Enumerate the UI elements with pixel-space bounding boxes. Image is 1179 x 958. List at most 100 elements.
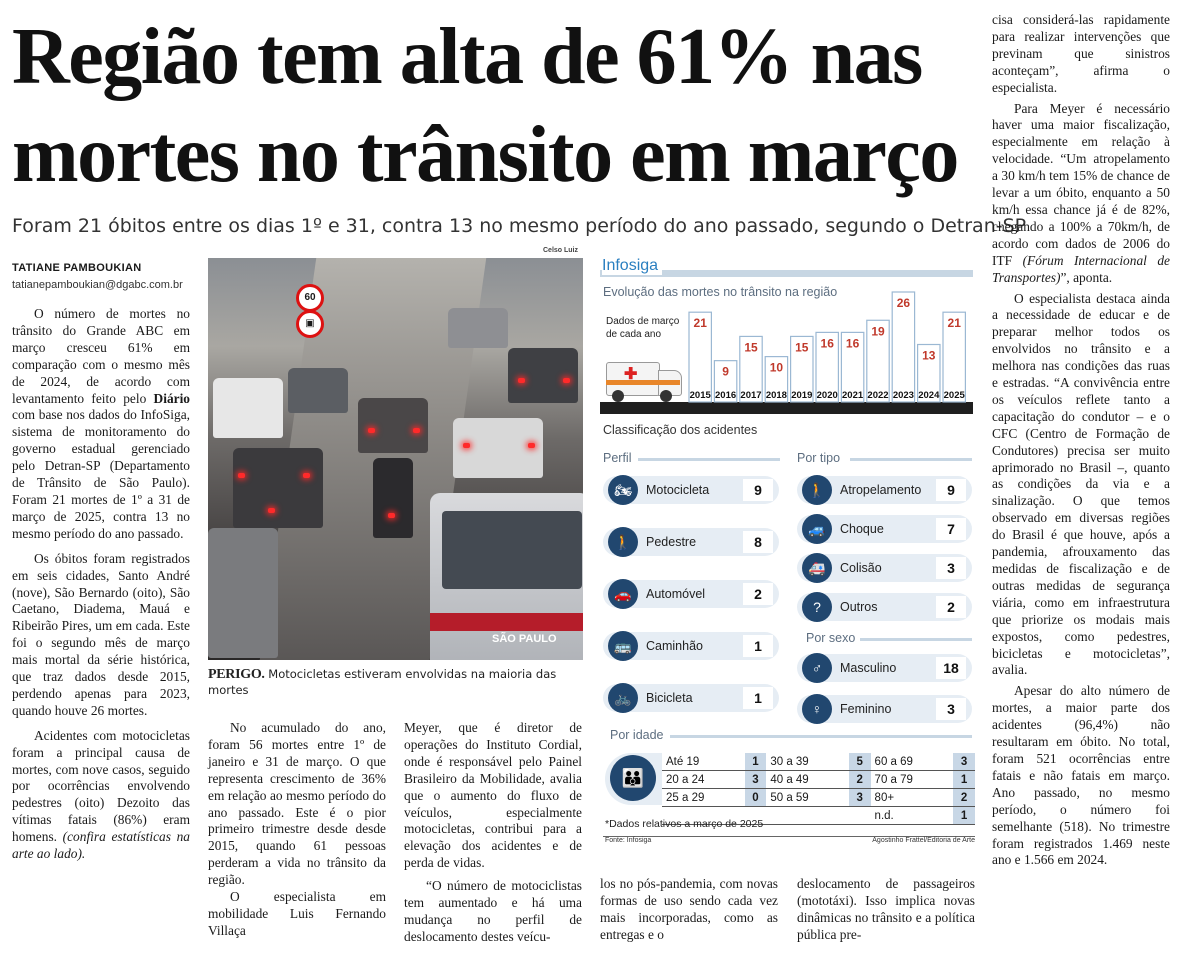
crash-icon: 🚙 xyxy=(802,514,832,544)
age-count: 0 xyxy=(744,788,767,807)
year-tick-label: 2015 xyxy=(690,390,712,401)
age-row: Até 19 1 30 a 39 5 60 a 69 3 xyxy=(662,753,975,771)
classification-title: Classificação dos acidentes xyxy=(603,423,758,437)
age-range xyxy=(766,806,849,825)
year-tick-label: 2022 xyxy=(867,390,888,401)
sexo-title: Por sexo xyxy=(806,631,856,645)
paragraph: O número de mortes no trânsito do Grande… xyxy=(12,306,190,543)
motorcycle xyxy=(373,458,413,538)
divider xyxy=(850,458,972,461)
infographic: Infosiga Evolução das mortes no trânsito… xyxy=(600,255,975,848)
bar-2017 xyxy=(739,335,763,403)
row-value: 1 xyxy=(743,687,773,709)
row-label: Atropelamento xyxy=(840,483,922,497)
row-value: 8 xyxy=(743,531,773,553)
italic-text: (Fórum Internacional de Transportes) xyxy=(992,252,1170,285)
bar-value-label: 19 xyxy=(871,324,885,338)
age-range xyxy=(662,806,745,825)
row-label: Bicicleta xyxy=(646,691,693,705)
byline: TATIANE PAMBOUKIAN xyxy=(12,262,142,274)
bar-2021 xyxy=(840,331,865,403)
car xyxy=(233,448,323,528)
article-column-4: los no pós-pandemia, com novas formas de… xyxy=(600,876,778,944)
caption-text: Motocicletas estiveram envolvidas na mai… xyxy=(208,667,557,697)
article-column-2: No acumulado do ano, foram 56 mortes ent… xyxy=(208,720,386,940)
paragraph: cisa considerá-las rapidamente para real… xyxy=(992,12,1170,95)
bar-value-label: 21 xyxy=(694,316,708,330)
row-label: Outros xyxy=(840,600,878,614)
paragraph: Para Meyer é necessário haver uma maior … xyxy=(992,101,1170,287)
row-value: 1 xyxy=(743,635,773,657)
age-count: 3 xyxy=(744,770,767,789)
age-count: 1 xyxy=(953,806,975,825)
male-icon: ♂ xyxy=(802,653,832,683)
brake-light xyxy=(528,443,535,448)
age-range: 80+ xyxy=(870,788,954,807)
author-email[interactable]: tatianepamboukian@dgabc.com.br xyxy=(12,279,183,291)
year-tick-label: 2024 xyxy=(918,390,940,401)
paragraph: Apesar do alto número de mortes, a maior… xyxy=(992,683,1170,868)
footer-rule xyxy=(603,836,975,837)
row-label: Automóvel xyxy=(646,587,706,601)
bar-2024 xyxy=(917,343,941,403)
speed-limit-sign: 60 xyxy=(296,284,324,312)
bus-destination: SÃO PAULO xyxy=(492,633,557,645)
paragraph: deslocamento de passageiros (mototáxi). … xyxy=(797,876,975,942)
row-value: 2 xyxy=(743,583,773,605)
bar-value-label: 15 xyxy=(795,340,809,354)
age-range: n.d. xyxy=(870,806,954,825)
bar-2023 xyxy=(891,291,916,403)
year-tick-label: 2017 xyxy=(740,390,761,401)
truck-icon: 🚌 xyxy=(608,631,638,661)
age-range: 70 a 79 xyxy=(870,770,954,789)
divider xyxy=(670,735,972,738)
italic-note: (confira estatísticas na arte ao lado). xyxy=(12,829,190,862)
row-label: Motocicleta xyxy=(646,483,710,497)
photo-credit: Celso Luiz xyxy=(543,247,579,254)
evolution-note: Dados de março de cada ano xyxy=(606,316,680,340)
source: Fonte: Infosiga xyxy=(605,837,652,844)
age-row: 25 a 29 0 50 a 59 3 80+ 2 xyxy=(662,788,975,807)
text: O número de mortes no trânsito do Grande… xyxy=(12,306,190,406)
article-column-3: Meyer, que é diretor de operações do Ins… xyxy=(404,720,582,946)
tipo-title: Por tipo xyxy=(797,451,841,465)
female-icon: ♀ xyxy=(802,694,832,724)
runover-icon: 🚶 xyxy=(802,475,832,505)
brake-light xyxy=(413,428,420,433)
brand-title: Infosiga xyxy=(602,257,663,275)
brake-light xyxy=(518,378,525,383)
text: ”, aponta. xyxy=(1060,269,1113,285)
bar-2019 xyxy=(790,335,814,403)
year-tick-label: 2021 xyxy=(842,390,864,401)
brake-light xyxy=(368,428,375,433)
age-count: 2 xyxy=(953,788,975,807)
paragraph: los no pós-pandemia, com novas formas de… xyxy=(600,876,778,942)
age-count: 3 xyxy=(953,753,975,771)
row-label: Pedestre xyxy=(646,535,697,549)
age-range: Até 19 xyxy=(662,753,745,771)
row-value: 7 xyxy=(936,518,966,540)
evolution-title: Evolução das mortes no trânsito na regiã… xyxy=(603,285,838,299)
article-column-5: deslocamento de passageiros (mototáxi). … xyxy=(797,876,975,944)
paragraph: Acidentes com motocicletas foram a princ… xyxy=(12,728,190,863)
car xyxy=(288,368,348,413)
paragraph: O especialista destaca ainda a necessida… xyxy=(992,290,1170,678)
brake-light xyxy=(238,473,245,478)
bar-value-label: 26 xyxy=(897,296,911,310)
photo-caption: PERIGO. Motocicletas estiveram envolvida… xyxy=(208,667,588,697)
row-value: 3 xyxy=(936,557,966,579)
bar-value-label: 9 xyxy=(722,365,729,379)
paragraph: “O número de motociclistas tem aumentado… xyxy=(404,878,582,944)
art-credit: Agostinho Frattel/Editoria de Arte xyxy=(872,837,975,844)
brake-light xyxy=(388,513,395,518)
car xyxy=(358,398,428,453)
bar-2025 xyxy=(942,311,966,403)
brake-light xyxy=(463,443,470,448)
article-column-1: O número de mortes no trânsito do Grande… xyxy=(12,306,190,863)
bar-2020 xyxy=(815,331,839,403)
age-range: 25 a 29 xyxy=(662,788,745,807)
age-range: 30 a 39 xyxy=(766,753,849,771)
year-tick-label: 2016 xyxy=(715,390,736,401)
age-count xyxy=(744,806,767,825)
year-tick-label: 2020 xyxy=(817,390,838,401)
